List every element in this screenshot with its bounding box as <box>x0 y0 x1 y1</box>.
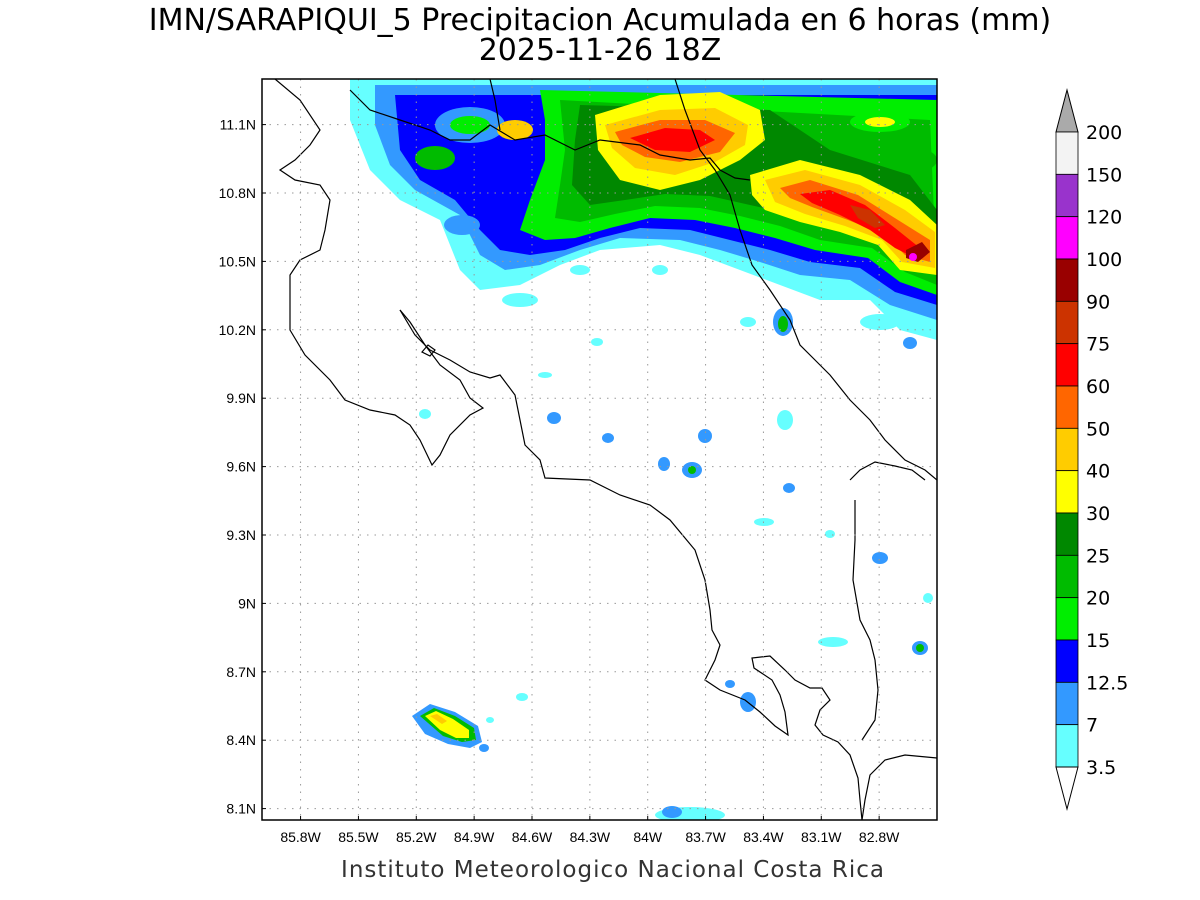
coastline-borders <box>274 79 937 820</box>
lon-tick-label: 84.3W <box>570 829 611 845</box>
precipitation-colorbar: 200 150 120 100 90 75 60 50 40 30 25 20 15 12.5 7 3.5 <box>1055 88 1128 811</box>
colorbar-label: 150 <box>1086 164 1122 186</box>
lon-tick-label: 83.1W <box>801 829 842 845</box>
lon-tick-label: 84.9W <box>454 829 495 845</box>
colorbar-label: 20 <box>1086 588 1110 610</box>
lat-tick-label: 8.4N <box>226 732 256 748</box>
colorbar-label: 100 <box>1086 249 1122 271</box>
colorbar-swatch <box>1055 300 1079 345</box>
lat-tick-label: 11.1N <box>220 117 256 133</box>
colorbar-swatch <box>1055 131 1079 175</box>
lat-tick-label: 8.1N <box>226 801 256 817</box>
lon-tick-label: 84W <box>633 829 663 845</box>
lat-tick-label: 9N <box>238 595 256 611</box>
colorbar-label: 15 <box>1086 630 1110 652</box>
colorbar-swatch <box>1055 512 1079 556</box>
credit-text: Instituto Meteorologico Nacional Costa R… <box>341 857 885 883</box>
lat-tick-label: 10.2N <box>219 322 256 338</box>
colorbar-label: 50 <box>1086 418 1110 440</box>
lon-tick-label: 85.2W <box>396 829 437 845</box>
colorbar-label: 120 <box>1086 207 1122 229</box>
colorbar-swatch <box>1055 554 1079 599</box>
colorbar-swatch <box>1055 597 1079 641</box>
colorbar-label: 30 <box>1086 503 1110 525</box>
colorbar-swatch <box>1055 639 1079 683</box>
lon-tick-label: 82.8W <box>859 829 900 845</box>
colorbar-swatch <box>1055 470 1079 514</box>
colorbar-swatch <box>1055 681 1079 726</box>
lon-tick-label: 83.7W <box>685 829 726 845</box>
colorbar-swatch <box>1055 216 1079 260</box>
colorbar-swatch <box>1055 385 1079 429</box>
colorbar-over-arrow <box>1055 88 1079 133</box>
longitude-axis: 85.8W 85.5W 85.2W 84.9W 84.6W 84.3W 84W 83.7W 83… <box>280 816 900 845</box>
lat-tick-label: 8.7N <box>226 664 256 680</box>
map-gridlines <box>262 79 937 820</box>
colorbar-label: 3.5 <box>1086 757 1116 779</box>
colorbar-label: 25 <box>1086 545 1110 567</box>
colorbar-label: 200 <box>1086 122 1122 144</box>
map-title: IMN/SARAPIQUI_5 Precipitacion Acumulada … <box>149 3 1051 38</box>
colorbar-swatch <box>1055 173 1079 218</box>
colorbar-label: 7 <box>1086 715 1098 737</box>
colorbar-label: 60 <box>1086 376 1110 398</box>
colorbar-label: 40 <box>1086 461 1110 483</box>
lon-tick-label: 84.6W <box>512 829 553 845</box>
colorbar-swatch <box>1055 258 1079 302</box>
lat-tick-label: 10.5N <box>219 253 256 269</box>
lat-tick-label: 9.9N <box>226 390 256 406</box>
colorbar-label: 90 <box>1086 291 1110 313</box>
colorbar-swatch <box>1055 724 1079 768</box>
precipitation-map: 11.1N 10.8N 10.5N 10.2N 9.9N 9.6N 9.3N 9N 8.7N 8.… <box>219 78 938 845</box>
colorbar-label: 12.5 <box>1086 672 1128 694</box>
lon-tick-label: 85.5W <box>338 829 379 845</box>
latitude-axis: 11.1N 10.8N 10.5N 10.2N 9.9N 9.6N 9.3N 9N 8.7N 8.… <box>219 117 266 817</box>
colorbar-swatch <box>1055 343 1079 387</box>
colorbar-label: 75 <box>1086 334 1110 356</box>
lat-tick-label: 9.3N <box>226 527 256 543</box>
map-subtitle-datetime: 2025-11-26 18Z <box>479 33 722 68</box>
map-frame <box>261 78 938 821</box>
colorbar-under-arrow <box>1055 766 1079 811</box>
lat-tick-label: 10.8N <box>219 185 256 201</box>
lat-tick-label: 9.6N <box>226 459 256 475</box>
lon-tick-label: 85.8W <box>280 829 321 845</box>
lon-tick-label: 83.4W <box>743 829 784 845</box>
colorbar-swatch <box>1055 427 1079 472</box>
